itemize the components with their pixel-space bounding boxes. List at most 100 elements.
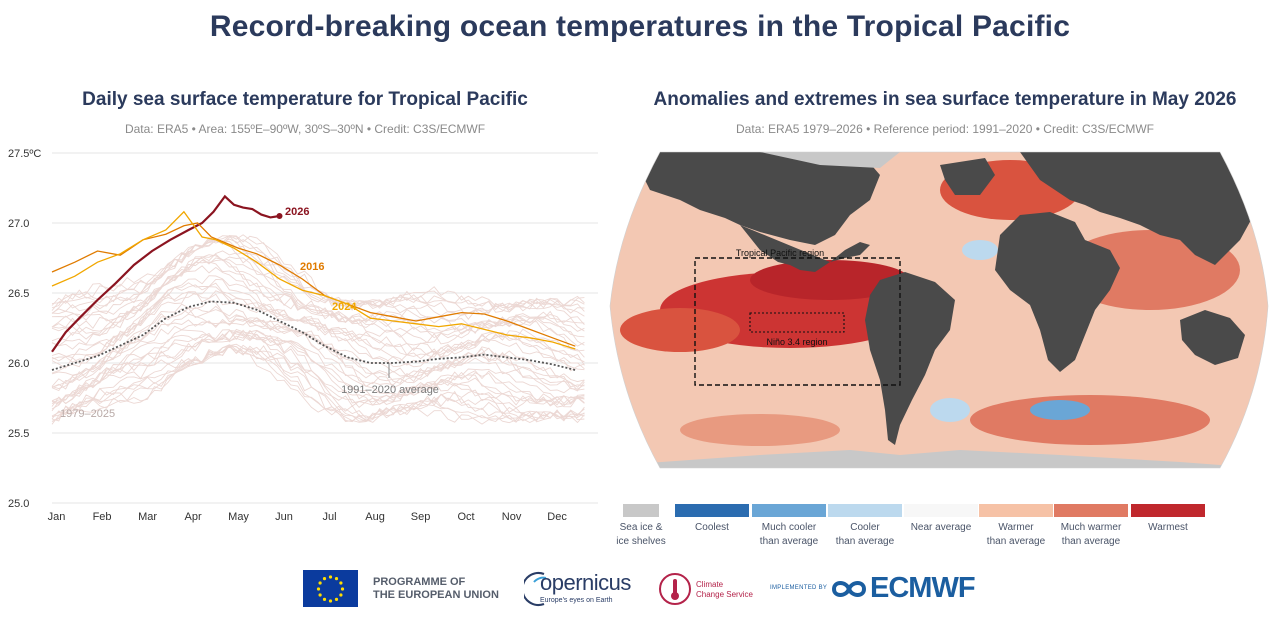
legend-label: Much warmer than average (1060, 522, 1122, 547)
x-tick-label: Sep (411, 511, 431, 523)
x-tick-label: May (228, 511, 249, 523)
x-tick-label: Mar (138, 511, 157, 523)
legend-item: Warmer than average (979, 504, 1053, 549)
series-2026-endpoint (276, 213, 283, 219)
x-tick-label: Feb (93, 511, 112, 523)
legend-swatch (1054, 504, 1128, 517)
sst-line-chart: 27.5ºC 27.0 26.5 26.0 25.5 25.0 Jan Feb Mar Apr Ma… (8, 148, 598, 523)
chart-subtitle: Data: ERA5 • Area: 155ºE–90ºW, 30ºS–30ºN… (124, 122, 486, 136)
eu-flag-logo (303, 570, 358, 607)
tropical-pacific-region-box (694, 257, 901, 386)
legend-swatch (675, 504, 749, 517)
c3s-thermometer-icon (659, 573, 691, 605)
series-label-historical: 1979–2025 (60, 408, 115, 420)
historical-year-line (51, 329, 585, 408)
historical-year-line (51, 282, 585, 363)
x-tick-label: Nov (502, 511, 522, 523)
x-tick-label: Jan (48, 511, 66, 523)
cool-anomaly-southeast-pacific (930, 398, 970, 422)
sst-anomaly-map: Tropical Pacific region Niño 3.4 region (609, 151, 1269, 469)
historical-year-line (51, 305, 585, 388)
legend-label: Warmer than average (986, 522, 1046, 547)
eurasia-landmass (1020, 152, 1262, 265)
historical-year-line (51, 291, 585, 374)
series-line-3 (51, 300, 576, 371)
ecmwf-logo-text: ECMWF (870, 572, 976, 604)
historical-year-line (51, 286, 585, 370)
c3s-logo: Climate Change Service (658, 570, 758, 610)
australia-landmass (1180, 310, 1245, 365)
x-tick-label: Apr (184, 511, 201, 523)
arctic-sea-ice (760, 152, 900, 168)
y-tick-label: 25.0 (8, 498, 29, 510)
historical-year-line (51, 299, 585, 383)
south-america-landmass (865, 272, 955, 445)
legend-item: Cooler than average (828, 504, 902, 549)
historical-year-line (51, 261, 585, 347)
warm-anomaly-southern (970, 395, 1210, 445)
x-tick-label: Jun (275, 511, 293, 523)
main-title: Record-breaking ocean temperatures in th… (209, 10, 1071, 43)
cool-anomaly-south-atlantic (1030, 400, 1090, 420)
nino34-region-box (749, 312, 845, 333)
nino34-region-label: Niño 3.4 region (766, 337, 827, 347)
globe-outline (609, 151, 1269, 469)
historical-year-line (51, 278, 585, 366)
historical-year-line (51, 345, 585, 422)
x-tick-label: Aug (365, 511, 385, 523)
legend-swatch (979, 504, 1053, 517)
legend-item: Sea ice & ice shelves (604, 504, 678, 549)
legend-swatch (752, 504, 826, 517)
historical-year-line (51, 330, 585, 404)
legend-item: Much cooler than average (752, 504, 826, 549)
legend-item: Much warmer than average (1054, 504, 1128, 549)
y-tick-label: 27.0 (8, 218, 29, 230)
legend-item: Warmest (1131, 504, 1205, 535)
warm-anomaly-south-pacific (680, 414, 840, 446)
historical-year-line (51, 290, 585, 372)
chart-title: Daily sea surface temperature for Tropic… (82, 89, 528, 110)
series-label-average: 1991–2020 average (341, 384, 439, 396)
historical-year-line (51, 344, 585, 422)
x-tick-label: Oct (457, 511, 474, 523)
historical-year-line (51, 236, 585, 314)
historical-year-line (51, 329, 585, 405)
legend-swatch (828, 504, 902, 517)
y-tick-label: 26.0 (8, 358, 29, 370)
x-tick-label: Jul (323, 511, 337, 523)
series-line-2 (51, 210, 576, 350)
warm-anomaly-west-pacific (620, 308, 740, 352)
historical-year-line (51, 313, 585, 392)
legend-item: Near average (904, 504, 978, 535)
historical-year-line (51, 307, 585, 388)
implemented-by-text: IMPLEMENTED BY (770, 585, 828, 591)
historical-year-line (51, 344, 585, 424)
series-label-2024: 2024 (332, 301, 357, 313)
legend-label: Sea ice & ice shelves (616, 522, 666, 547)
historical-year-line (51, 345, 585, 425)
historical-year-line (51, 235, 585, 311)
greenland-landmass (940, 158, 995, 195)
eu-programme-text: PROGRAMME OF THE EUROPEAN UNION (373, 576, 499, 601)
legend-label: Much cooler than average (759, 522, 819, 547)
historical-year-line (51, 250, 585, 327)
africa-landmass (995, 212, 1120, 372)
warm-anomaly-core (750, 260, 910, 300)
legend-label: Cooler than average (835, 522, 895, 547)
legend-item: Coolest (675, 504, 749, 535)
ecmwf-wave-icon (831, 581, 867, 597)
map-subtitle: Data: ERA5 1979–2026 • Reference period:… (736, 122, 1154, 136)
legend-swatch (1131, 504, 1205, 517)
central-america-landmass (740, 225, 870, 272)
series-label-2026: 2026 (285, 206, 309, 218)
antarctica-ice (620, 450, 1260, 468)
historical-year-line (51, 344, 585, 424)
copernicus-c-arc-icon (524, 571, 545, 607)
map-title: Anomalies and extremes in sea surface te… (653, 89, 1237, 110)
north-america-landmass (640, 152, 880, 245)
legend-label: Coolest (695, 522, 729, 533)
legend-label: Warmest (1148, 522, 1188, 533)
tropical-pacific-region-label: Tropical Pacific region (736, 248, 824, 258)
y-tick-label: 27.5ºC (8, 148, 41, 160)
copernicus-logo: opernicus Europe's eyes on Earth (524, 568, 634, 610)
